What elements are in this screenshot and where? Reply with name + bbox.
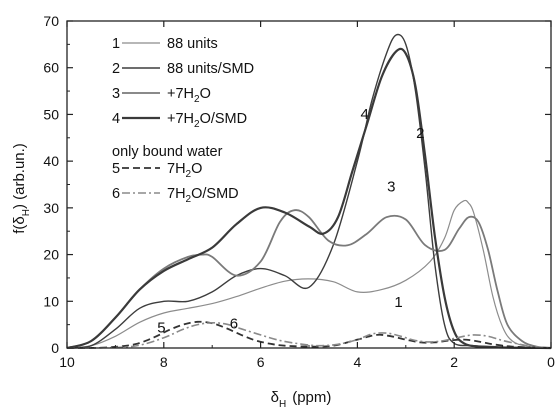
y-tick-label: 0: [51, 340, 59, 356]
series-line-1: [66, 199, 552, 349]
series-line-4: [66, 47, 552, 350]
legend-number-1: 1: [112, 36, 120, 52]
x-tick-label: 10: [59, 354, 75, 370]
legend-label-5: 7H2O: [167, 161, 202, 180]
legend-label-1: 88 units: [167, 36, 218, 52]
series-line-5: [66, 320, 552, 349]
y-tick-label: 30: [43, 200, 59, 216]
legend-label-3: +7H2O: [167, 86, 211, 105]
y-tick-label: 60: [43, 60, 59, 76]
x-tick-label: 6: [257, 354, 265, 370]
series-line-3: [66, 209, 552, 349]
curve-labels: 1 2 3 4 5 6: [157, 106, 424, 336]
curve-label-5: 5: [157, 320, 165, 337]
y-axis-title: f(δH) (arb.un.): [11, 143, 32, 234]
legend-note: only bound water: [112, 144, 223, 160]
legend-number-5: 5: [112, 161, 120, 177]
y-tick-label: 50: [43, 106, 59, 122]
legend: 1 88 units 2 88 units/SMD 3 +7H2O 4 +7H2O/SMD on…: [112, 36, 254, 205]
legend-number-6: 6: [112, 186, 120, 202]
curve-label-6: 6: [230, 315, 238, 332]
curve-label-2: 2: [416, 125, 424, 142]
series-line-2: [66, 33, 552, 349]
curve-label-1: 1: [394, 294, 402, 311]
series-line-6: [66, 321, 552, 349]
chart-series-group: [66, 33, 552, 350]
legend-label-4: +7H2O/SMD: [167, 111, 247, 130]
legend-label-2: 88 units/SMD: [167, 61, 254, 77]
x-tick-label: 2: [450, 354, 458, 370]
y-tick-label: 20: [43, 247, 59, 263]
legend-number-4: 4: [112, 111, 120, 127]
x-tick-label: 0: [547, 354, 555, 370]
curve-label-3: 3: [387, 179, 395, 196]
curve-label-4: 4: [360, 106, 368, 123]
legend-label-6: 7H2O/SMD: [167, 186, 239, 205]
legend-number-2: 2: [112, 61, 120, 77]
plot-frame: [66, 20, 552, 349]
x-tick-label: 4: [354, 354, 362, 370]
y-tick-label: 40: [43, 153, 59, 169]
legend-number-3: 3: [112, 86, 120, 102]
y-tick-label: 10: [43, 293, 59, 309]
x-axis-title: δH (ppm): [271, 389, 332, 408]
x-tick-label: 8: [160, 354, 168, 370]
y-tick-label: 70: [43, 13, 59, 29]
